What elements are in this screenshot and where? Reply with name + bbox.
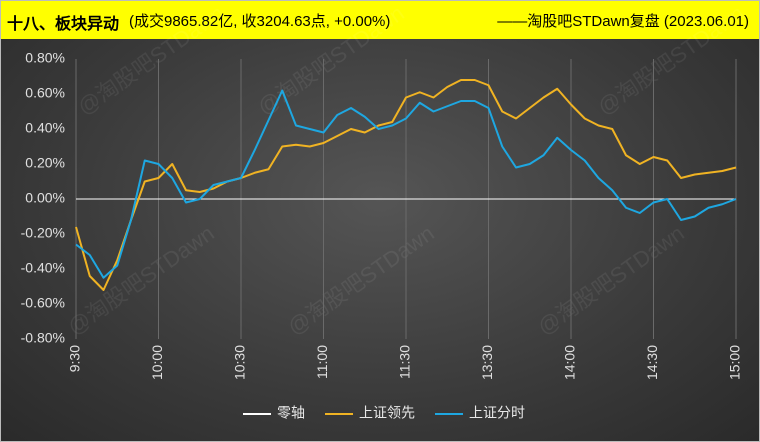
y-tick-label: -0.40% (21, 260, 65, 276)
x-tick-label: 9:30 (67, 345, 83, 372)
chart-subtitle: (成交9865.82亿, 收3204.63点, +0.00%) (129, 13, 391, 30)
x-tick-label: 14:00 (562, 345, 578, 380)
header-bar: 十八、板块异动 (成交9865.82亿, 收3204.63点, +0.00%) … (1, 1, 759, 39)
y-tick-label: 0.40% (25, 120, 65, 136)
x-tick-label: 14:30 (644, 345, 660, 380)
watermark: @淘股吧STDawn (533, 220, 689, 340)
y-tick-label: 0.60% (25, 85, 65, 101)
y-tick-label: -0.80% (21, 330, 65, 346)
y-tick-label: 0.80% (25, 50, 65, 66)
chart-source: ——淘股吧STDawn复盘 (2023.06.01) (497, 13, 749, 30)
x-tick-label: 13:30 (479, 345, 495, 380)
watermark: @淘股吧STDawn (63, 220, 219, 340)
y-tick-label: 0.20% (25, 155, 65, 171)
x-tick-label: 10:00 (149, 345, 165, 380)
y-tick-label: -0.60% (21, 295, 65, 311)
x-tick-label: 15:00 (727, 345, 743, 380)
x-tick-label: 11:00 (314, 345, 330, 379)
y-tick-label: 0.00% (25, 190, 65, 206)
chart-title: 十八、板块异动 (7, 16, 120, 33)
x-tick-label: 10:30 (232, 345, 248, 380)
x-tick-label: 11:30 (397, 345, 413, 379)
watermark: @淘股吧STDawn (593, 1, 749, 120)
legend-label: 上证分时 (469, 405, 525, 421)
series-line (75, 89, 737, 279)
y-tick-label: -0.20% (21, 225, 65, 241)
legend-label: 上证领先 (359, 405, 415, 421)
watermark: @淘股吧STDawn (283, 220, 439, 340)
series-line (75, 79, 737, 291)
watermark: @淘股吧STDawn (73, 1, 229, 120)
legend-label: 零轴 (277, 405, 305, 421)
